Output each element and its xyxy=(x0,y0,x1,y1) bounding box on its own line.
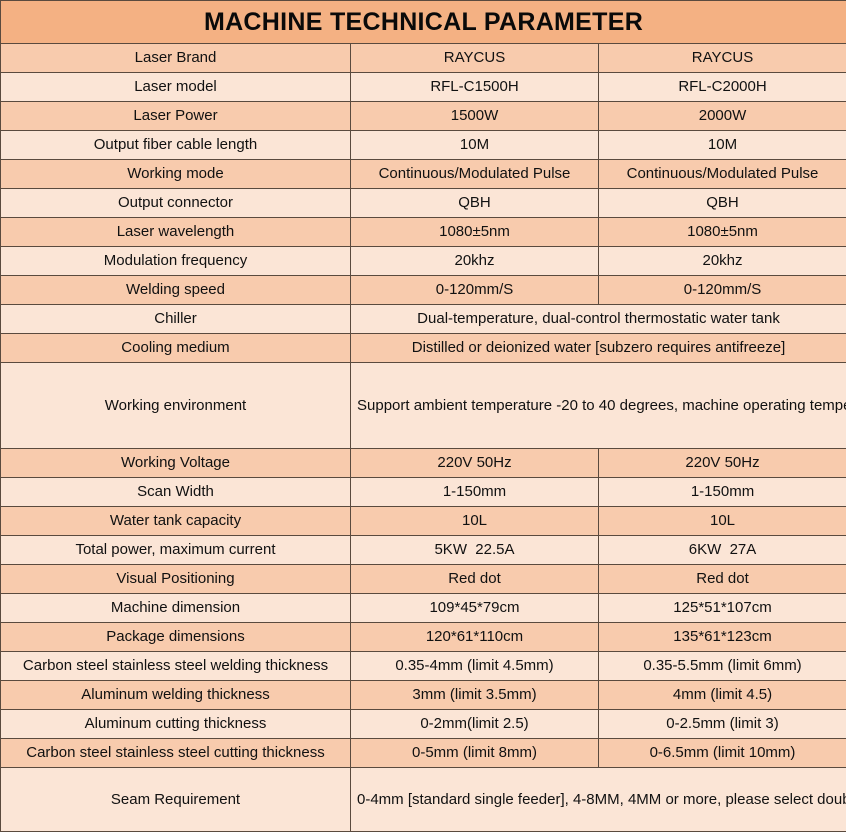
cell-value-shared: Dual-temperature, dual-control thermosta… xyxy=(351,305,846,334)
row-label: Water tank capacity xyxy=(1,507,351,536)
table-row: Laser Power 1500W 2000W xyxy=(1,102,846,131)
row-label: Output fiber cable length xyxy=(1,131,351,160)
cell-value-model-b: 1-150mm xyxy=(599,478,846,507)
cell-value-model-a: 1-150mm xyxy=(351,478,599,507)
cell-value-model-a: Red dot xyxy=(351,565,599,594)
row-label: Laser wavelength xyxy=(1,218,351,247)
table-row: Carbon steel stainless steel cutting thi… xyxy=(1,739,846,768)
table-row: Seam Requirement 0-4mm [standard single … xyxy=(1,768,846,832)
table-row: Output fiber cable length 10M 10M xyxy=(1,131,846,160)
cell-value-model-b: 1080±5nm xyxy=(599,218,846,247)
cell-value-model-b: 135*61*123cm xyxy=(599,623,846,652)
cell-value-model-a: 10L xyxy=(351,507,599,536)
row-label: Laser Brand xyxy=(1,44,351,73)
table-row: Visual Positioning Red dot Red dot xyxy=(1,565,846,594)
cell-value-model-a: 220V 50Hz xyxy=(351,449,599,478)
table-row: Modulation frequency 20khz 20khz xyxy=(1,247,846,276)
row-label: Carbon steel stainless steel cutting thi… xyxy=(1,739,351,768)
row-label: Working mode xyxy=(1,160,351,189)
cell-value-model-a: 3mm (limit 3.5mm) xyxy=(351,681,599,710)
cell-value-model-b: 0-2.5mm (limit 3) xyxy=(599,710,846,739)
table-row: Cooling medium Distilled or deionized wa… xyxy=(1,334,846,363)
cell-value-model-a: RFL-C1500H xyxy=(351,73,599,102)
cell-value-model-b: 6KW 27A xyxy=(599,536,846,565)
cell-value-shared: Distilled or deionized water [subzero re… xyxy=(351,334,846,363)
row-label: Output connector xyxy=(1,189,351,218)
cell-value-model-a: 0.35-4mm (limit 4.5mm) xyxy=(351,652,599,681)
cell-value-model-a: 10M xyxy=(351,131,599,160)
row-label: Aluminum welding thickness xyxy=(1,681,351,710)
cell-value-model-b: 0-6.5mm (limit 10mm) xyxy=(599,739,846,768)
cell-value-model-a: 0-120mm/S xyxy=(351,276,599,305)
cell-value-model-b: 220V 50Hz xyxy=(599,449,846,478)
row-label: Laser Power xyxy=(1,102,351,131)
cell-value-model-b: 10L xyxy=(599,507,846,536)
row-label: Visual Positioning xyxy=(1,565,351,594)
table-row: Aluminum welding thickness 3mm (limit 3.… xyxy=(1,681,846,710)
row-label: Laser model xyxy=(1,73,351,102)
cell-value-model-a: RAYCUS xyxy=(351,44,599,73)
cell-value-model-b: Continuous/Modulated Pulse xyxy=(599,160,846,189)
cell-value-model-b: 10M xyxy=(599,131,846,160)
cell-value-model-a: 20khz xyxy=(351,247,599,276)
row-label: Package dimensions xyxy=(1,623,351,652)
table-title: MACHINE TECHNICAL PARAMETER xyxy=(1,1,846,44)
row-label: Scan Width xyxy=(1,478,351,507)
cell-value-model-b: 0.35-5.5mm (limit 6mm) xyxy=(599,652,846,681)
row-label: Seam Requirement xyxy=(1,768,351,832)
cell-value-model-a: 0-5mm (limit 8mm) xyxy=(351,739,599,768)
table-row: Laser wavelength 1080±5nm 1080±5nm xyxy=(1,218,846,247)
cell-value-shared: 0-4mm [standard single feeder], 4-8MM, 4… xyxy=(351,768,846,832)
table-row: Laser model RFL-C1500H RFL-C2000H xyxy=(1,73,846,102)
row-label: Chiller xyxy=(1,305,351,334)
cell-value-model-a: 109*45*79cm xyxy=(351,594,599,623)
cell-value-model-b: QBH xyxy=(599,189,846,218)
table-row: Carbon steel stainless steel welding thi… xyxy=(1,652,846,681)
cell-value-model-a: 1080±5nm xyxy=(351,218,599,247)
row-label: Working environment xyxy=(1,363,351,449)
cell-value-model-b: 2000W xyxy=(599,102,846,131)
table-row: Output connector QBH QBH xyxy=(1,189,846,218)
cell-value-shared: Support ambient temperature -20 to 40 de… xyxy=(351,363,846,449)
table-row: Aluminum cutting thickness 0-2mm(limit 2… xyxy=(1,710,846,739)
cell-value-model-a: 0-2mm(limit 2.5) xyxy=(351,710,599,739)
cell-value-model-b: 0-120mm/S xyxy=(599,276,846,305)
cell-value-model-b: 125*51*107cm xyxy=(599,594,846,623)
table-row: Water tank capacity 10L 10L xyxy=(1,507,846,536)
row-label: Modulation frequency xyxy=(1,247,351,276)
cell-value-model-a: QBH xyxy=(351,189,599,218)
cell-value-model-a: 120*61*110cm xyxy=(351,623,599,652)
row-label: Cooling medium xyxy=(1,334,351,363)
table-row: Total power, maximum current 5KW 22.5A 6… xyxy=(1,536,846,565)
row-label: Working Voltage xyxy=(1,449,351,478)
table-row: Package dimensions 120*61*110cm 135*61*1… xyxy=(1,623,846,652)
row-label: Welding speed xyxy=(1,276,351,305)
table-row: Welding speed 0-120mm/S 0-120mm/S xyxy=(1,276,846,305)
table-row: Working environment Support ambient temp… xyxy=(1,363,846,449)
cell-value-model-a: Continuous/Modulated Pulse xyxy=(351,160,599,189)
cell-value-model-b: 4mm (limit 4.5) xyxy=(599,681,846,710)
row-label: Carbon steel stainless steel welding thi… xyxy=(1,652,351,681)
table-row: Scan Width 1-150mm 1-150mm xyxy=(1,478,846,507)
table-row: Working Voltage 220V 50Hz 220V 50Hz xyxy=(1,449,846,478)
cell-value-model-b: RFL-C2000H xyxy=(599,73,846,102)
row-label: Aluminum cutting thickness xyxy=(1,710,351,739)
cell-value-model-b: Red dot xyxy=(599,565,846,594)
table-row: Machine dimension 109*45*79cm 125*51*107… xyxy=(1,594,846,623)
cell-value-model-a: 5KW 22.5A xyxy=(351,536,599,565)
row-label: Total power, maximum current xyxy=(1,536,351,565)
row-label: Machine dimension xyxy=(1,594,351,623)
cell-value-model-b: 20khz xyxy=(599,247,846,276)
cell-value-model-a: 1500W xyxy=(351,102,599,131)
cell-value-model-b: RAYCUS xyxy=(599,44,846,73)
table-row: Laser Brand RAYCUS RAYCUS xyxy=(1,44,846,73)
table-row: Working mode Continuous/Modulated Pulse … xyxy=(1,160,846,189)
table-row: Chiller Dual-temperature, dual-control t… xyxy=(1,305,846,334)
